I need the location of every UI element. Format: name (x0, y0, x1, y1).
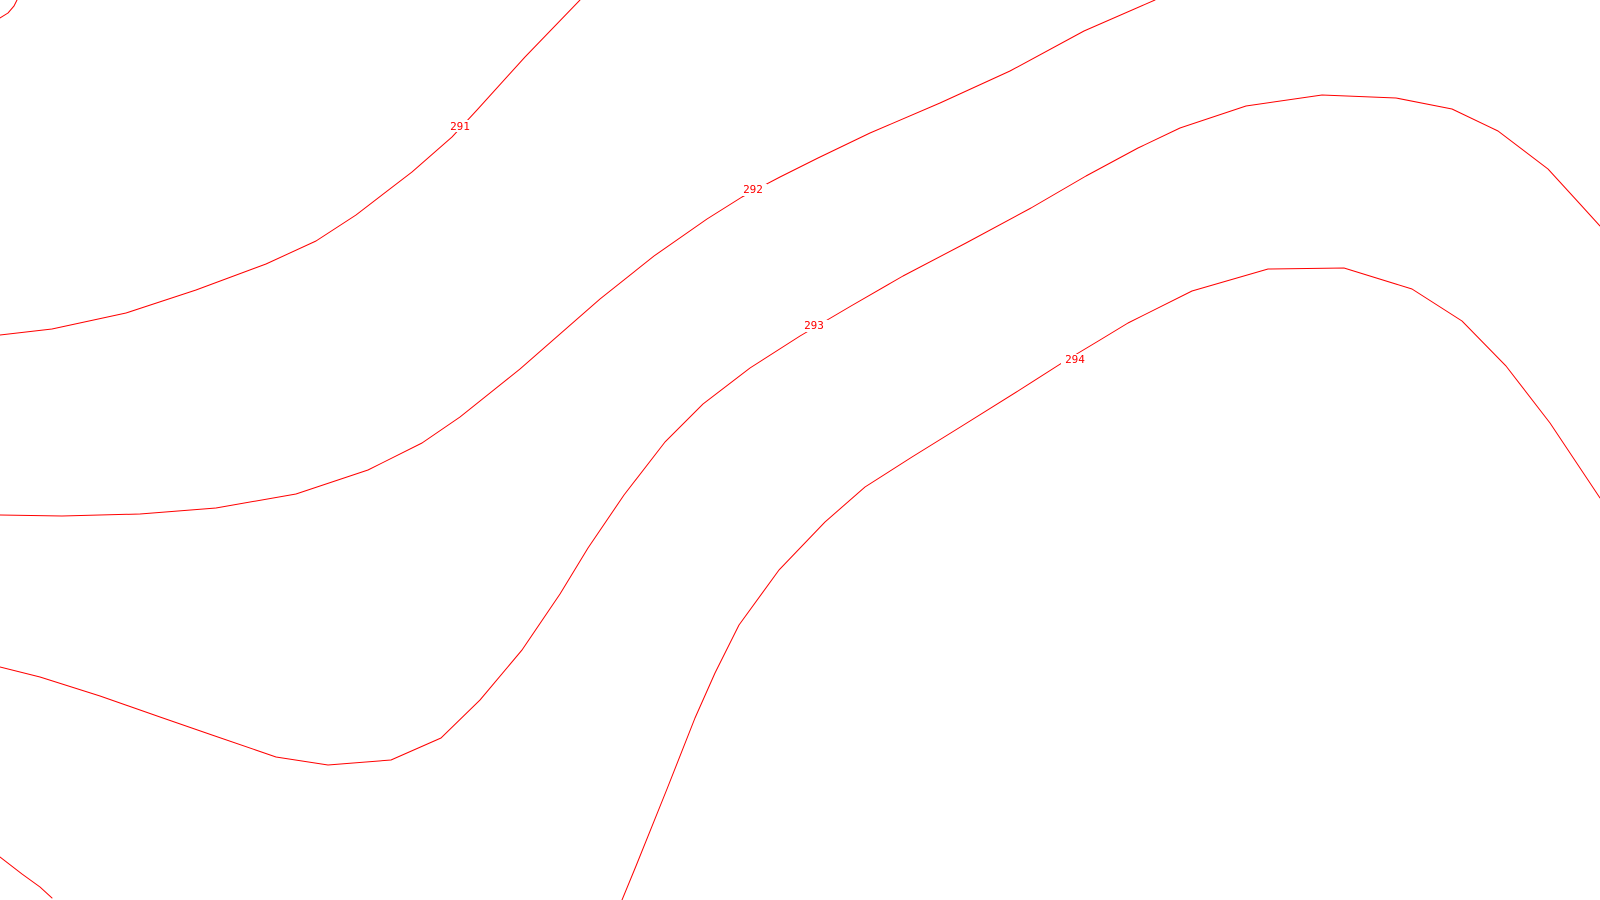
label-mask (446, 120, 474, 132)
contour-label-293-group: 293 (800, 319, 828, 332)
contour-label-293: 293 (804, 319, 824, 332)
label-mask (800, 320, 828, 332)
contour-line-293 (0, 94, 1600, 766)
contour-line-294 (621, 267, 1600, 900)
label-mask (739, 184, 767, 196)
contour-label-292-group: 292 (739, 183, 767, 196)
contour-label-291-group: 291 (446, 120, 474, 133)
contour-line-corner-top-left (0, 0, 18, 19)
contour-line-292 (0, 0, 1156, 517)
label-mask (1061, 354, 1089, 366)
contour-label-294-group: 294 (1061, 353, 1089, 366)
contour-label-292: 292 (743, 183, 763, 196)
contour-label-294: 294 (1065, 353, 1085, 366)
contour-line-corner-bottom-left (0, 856, 53, 899)
contour-line-291 (0, 0, 581, 336)
contour-label-291: 291 (450, 120, 470, 133)
